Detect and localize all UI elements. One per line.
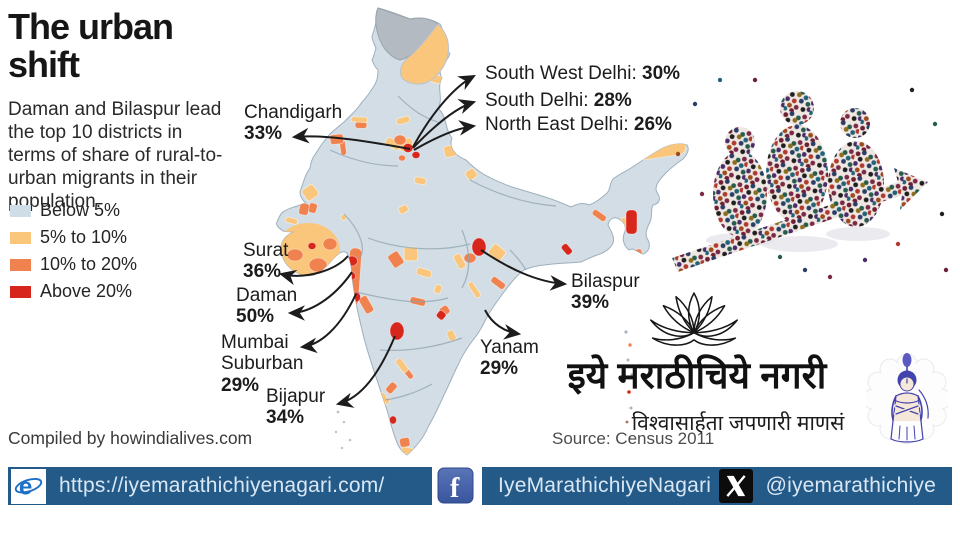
scattered-people-dots <box>675 77 949 280</box>
subtitle: Daman and Bilaspur lead the top 10 distr… <box>8 98 223 213</box>
compiled-by: Compiled by howindialives.com <box>8 428 253 448</box>
footer-social-bar: IyeMarathichiyeNagari @iyemarathichiye <box>482 467 952 505</box>
legend-label: 5% to 10% <box>40 227 128 247</box>
legend-swatch <box>10 285 31 298</box>
callout-yanam: Yanam 29% <box>480 337 539 380</box>
facebook-handle[interactable]: IyeMarathichiyeNagari <box>498 474 712 497</box>
legend-label: Above 20% <box>40 281 133 301</box>
callout-south-delhi: South Delhi: 28% <box>485 90 632 111</box>
crowd-family-illustration <box>672 77 949 280</box>
legend-label: Below 5% <box>40 200 121 220</box>
x-icon[interactable] <box>718 469 753 503</box>
callout-daman: Daman 50% <box>236 285 298 328</box>
legend-swatch <box>10 204 31 217</box>
website-url[interactable]: https://iyemarathichiyenagari.com/ <box>59 474 385 497</box>
callout-south-west-delhi: South West Delhi: 30% <box>485 63 681 84</box>
callout-surat: Surat 36% <box>243 240 289 283</box>
brand-tagline: विश्वासार्हता जपणारी माणसं <box>631 412 845 435</box>
page-title: The urban shift <box>8 6 174 85</box>
brand-name: इये मराठीचिये नगरी <box>567 355 827 396</box>
internet-explorer-icon[interactable]: e <box>11 468 46 504</box>
callout-mumbai-suburban: Mumbai Suburban 29% <box>221 332 304 396</box>
kashmir-region <box>375 7 449 85</box>
legend-swatch <box>10 231 31 244</box>
map-legend: Below 5% 5% to 10% 10% to 20% Above 20% <box>10 197 137 305</box>
callout-north-east-delhi: North East Delhi: 26% <box>485 114 672 135</box>
callout-bilaspur: Bilaspur 39% <box>571 271 640 314</box>
legend-item: Below 5% <box>10 197 137 224</box>
legend-item: 5% to 10% <box>10 224 137 251</box>
legend-swatch <box>10 258 31 271</box>
legend-label: 10% to 20% <box>40 254 138 274</box>
x-handle[interactable]: @iyemarathichiye <box>765 474 936 497</box>
callout-bijapur: Bijapur 34% <box>266 386 326 429</box>
legend-item: Above 20% <box>10 278 137 305</box>
footer-website-bar: e https://iyemarathichiyenagari.com/ <box>8 467 437 505</box>
svg-text:f: f <box>450 473 460 504</box>
source-note: Source: Census 2011 <box>552 429 715 448</box>
svg-text:e: e <box>19 473 32 500</box>
facebook-icon[interactable]: f <box>432 462 479 509</box>
legend-item: 10% to 20% <box>10 251 137 278</box>
lotus-icon[interactable] <box>640 288 748 354</box>
callout-chandigarh: Chandigarh 33% <box>244 102 343 145</box>
